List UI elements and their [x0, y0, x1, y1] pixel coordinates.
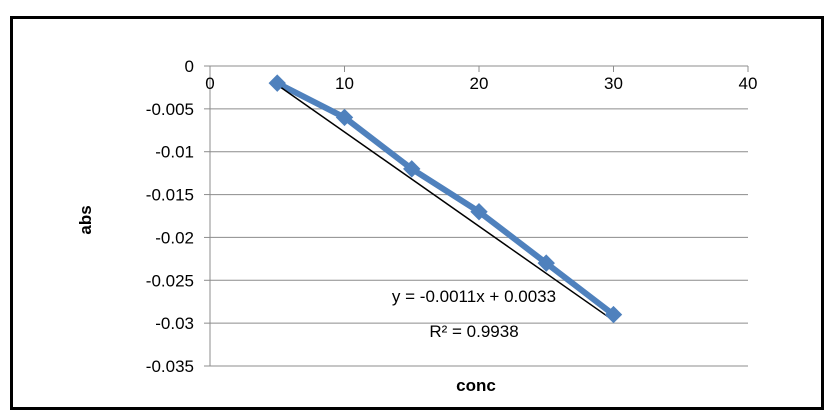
y-tick-label: 0 [185, 57, 194, 76]
data-point [470, 203, 488, 221]
data-point [335, 108, 354, 127]
axes [204, 65, 749, 367]
y-tick-label: -0.01 [155, 143, 194, 162]
data-point [268, 74, 286, 92]
trendline-equation: y = -0.0011x + 0.0033 [392, 287, 556, 306]
y-axis-label: abs [76, 205, 95, 234]
chart-border [10, 16, 824, 410]
data-point [537, 254, 555, 272]
data-point [604, 305, 623, 324]
trendline-r-squared: R² = 0.9938 [429, 322, 518, 341]
series-line [274, 80, 617, 318]
x-tick-label: 10 [335, 74, 354, 93]
gridlines [210, 65, 748, 367]
x-axis-label: conc [456, 376, 496, 395]
x-tick-label: 20 [470, 74, 489, 93]
data-point [403, 160, 421, 178]
y-tick-label: -0.02 [155, 228, 194, 247]
y-tick-label: -0.025 [146, 271, 194, 290]
y-tick-label: -0.03 [155, 314, 194, 333]
trendline-layer [276, 84, 614, 322]
y-tick-label: -0.035 [146, 357, 194, 376]
trendline [276, 84, 614, 322]
data-markers [268, 74, 623, 324]
x-tick-label: 40 [739, 74, 758, 93]
x-tick-label: 30 [604, 74, 623, 93]
x-tick-labels: 0 10 20 30 40 [205, 74, 757, 93]
x-tick-label: 0 [205, 74, 214, 93]
y-tick-labels: 0 -0.005 -0.01 -0.015 -0.02 -0.025 -0.03 -0.035 [146, 57, 194, 376]
data-series [274, 80, 617, 318]
y-tick-label: -0.015 [146, 186, 194, 205]
y-tick-label: -0.005 [146, 100, 194, 119]
